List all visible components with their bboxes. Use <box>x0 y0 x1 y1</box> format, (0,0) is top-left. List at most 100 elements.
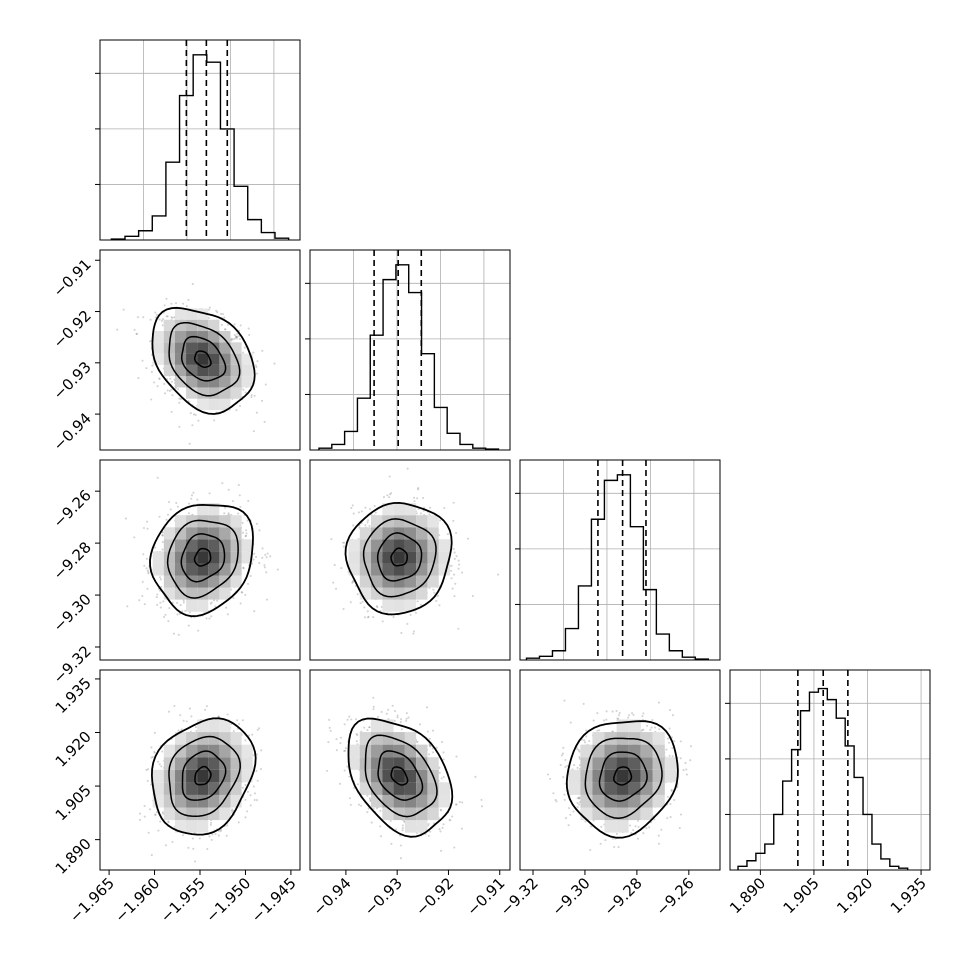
scatter-point <box>380 605 383 609</box>
density-cell <box>152 782 164 795</box>
scatter-point <box>230 339 233 342</box>
density-cell <box>197 769 209 783</box>
density-cell <box>208 744 220 758</box>
density-cell <box>186 807 198 821</box>
scatter-point <box>419 512 422 515</box>
scatter-point <box>236 332 239 335</box>
scatter-point <box>239 324 242 327</box>
scatter-point <box>238 404 242 407</box>
scatter-point <box>235 335 238 338</box>
density-cell <box>382 503 394 516</box>
scatter-point <box>368 508 372 511</box>
density-cell <box>163 575 175 588</box>
scatter-point <box>366 521 369 524</box>
density-cell <box>163 744 175 758</box>
density-cell <box>241 551 253 564</box>
scatter-point <box>190 715 193 718</box>
density-cell <box>197 807 209 821</box>
scatter-point <box>261 547 264 550</box>
scatter-point <box>204 708 207 711</box>
density-cell <box>241 769 253 783</box>
scatter-point <box>156 593 159 596</box>
scatter-point <box>209 823 212 826</box>
scatter-point <box>164 844 167 847</box>
density-cell <box>219 376 231 388</box>
scatter-point <box>162 812 165 815</box>
density-cell <box>230 515 242 528</box>
scatter-point <box>133 328 136 331</box>
scatter-point <box>181 834 185 837</box>
scatter-point <box>385 712 388 715</box>
density-cell <box>393 563 405 576</box>
histogram-steps <box>318 264 500 450</box>
density-cell <box>382 539 394 552</box>
scatter-point <box>440 849 443 852</box>
scatter-point <box>258 529 261 532</box>
scatter-point <box>163 392 167 395</box>
density-cell <box>404 563 417 576</box>
scatter-point <box>142 526 146 530</box>
panel-frame <box>309 459 511 661</box>
scatter-point <box>416 488 420 491</box>
density-cell <box>174 527 187 540</box>
scatter-point <box>450 577 453 580</box>
scatter-point <box>171 394 174 397</box>
density-cell <box>208 807 220 821</box>
scatter-point <box>241 719 244 722</box>
scatter-point <box>142 316 145 319</box>
scatter-point <box>160 765 163 768</box>
scatter-point <box>386 494 389 497</box>
density-cell <box>219 563 231 576</box>
scatter-point <box>246 810 249 813</box>
scatter-point <box>255 770 258 773</box>
scatter-point <box>244 816 247 819</box>
scatter-point <box>156 385 159 388</box>
density-cell <box>416 527 428 540</box>
scatter-point <box>255 411 258 414</box>
scatter-point <box>165 315 168 318</box>
density-cell <box>382 575 394 588</box>
scatter-point <box>167 821 170 824</box>
density-cell <box>230 563 242 576</box>
density-cell <box>241 364 253 377</box>
scatter-point <box>163 382 166 386</box>
scatter-point <box>455 555 458 558</box>
scatter-point <box>238 494 241 497</box>
scatter-point <box>413 500 416 503</box>
scatter-point <box>368 524 371 528</box>
scatter-point <box>255 522 258 525</box>
scatter-point <box>208 492 211 495</box>
scatter-point <box>187 298 190 301</box>
density-grid <box>152 719 253 833</box>
density-cell <box>208 575 220 588</box>
scatter-point <box>179 714 182 717</box>
density-cell <box>382 515 394 528</box>
scatter-point <box>161 531 164 534</box>
scatter-point <box>194 413 197 416</box>
scatter-point <box>330 538 333 541</box>
scatter-point <box>210 615 213 618</box>
scatter-point <box>223 316 226 319</box>
scatter-point <box>179 604 182 607</box>
scatter-point <box>259 767 262 771</box>
scatter-point <box>244 534 247 537</box>
density-cell <box>393 551 405 564</box>
density-cell <box>382 563 394 576</box>
scatter-point <box>146 587 149 590</box>
scatter-point <box>453 557 456 560</box>
density-cell <box>197 599 209 612</box>
scatter-point <box>394 710 397 713</box>
scatter-point <box>367 807 370 810</box>
scatter-point <box>429 745 432 748</box>
scatter-point <box>253 394 256 397</box>
scatter-point <box>351 580 354 583</box>
scatter-point <box>406 622 409 625</box>
density-cell <box>348 539 360 552</box>
scatter-point <box>255 366 258 369</box>
density-cell <box>152 342 164 354</box>
density-cell <box>359 527 372 540</box>
scatter-point <box>227 488 230 491</box>
scatter-point <box>265 556 268 559</box>
density-cell <box>174 732 187 745</box>
density-cell <box>186 757 198 770</box>
